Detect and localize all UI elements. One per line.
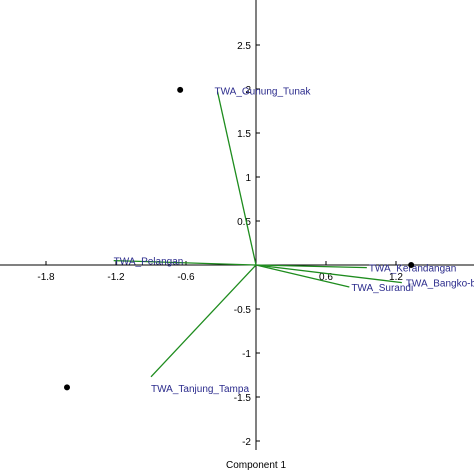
loading-vector-twa-gunung-tunak [216, 91, 257, 266]
loading-label-twa-kerandangan: TWA_Kerandangan [369, 264, 456, 275]
loading-label-twa-pelangan: TWA_Pelangan [114, 257, 184, 268]
loading-vector-twa-bangko-bangko [255, 264, 402, 284]
y-tick-label: -1.5 [234, 393, 252, 404]
score-points [64, 86, 415, 391]
y-tick-label: 1 [245, 173, 251, 184]
tick-group: -1.8 -1.2 -0.6 0.6 1.2 2.5 2 1.5 1 0.5 -0.5 -1 -1.5 -… [37, 41, 403, 448]
x-axis-title: Component 1 [226, 460, 286, 471]
loading-label-twa-surandi: TWA_Surandi [351, 283, 413, 294]
x-tick-label: -1.8 [37, 272, 55, 283]
x-tick-label: 1.2 [389, 272, 403, 283]
loading-vector-twa-pelangan [113, 259, 257, 266]
x-tick-label: 0.6 [319, 272, 333, 283]
loading-label-twa-bangko-bangko: TWA_Bangko-bangko [406, 279, 474, 290]
x-tick-label: -1.2 [107, 272, 125, 283]
loading-label-twa-gunung-tunak: TWA_Gunung_Tunak [215, 87, 312, 98]
y-tick-label: 2 [245, 85, 251, 96]
score-point [64, 384, 70, 391]
y-tick-label: -2 [242, 437, 251, 448]
y-tick-label: -1 [242, 349, 251, 360]
loading-vectors: TWA_Gunung_Tunak TWA_Pelangan TWA_Kerandan… [113, 87, 474, 395]
score-point [408, 262, 415, 268]
x-tick-label: -0.6 [177, 272, 195, 283]
loading-vector-twa-surandi [255, 264, 350, 288]
score-point [177, 86, 184, 93]
loading-vector-twa-kerandangan [255, 264, 367, 269]
loading-label-twa-tanjung-tampa: TWA_Tanjung_Tampa [151, 384, 249, 395]
y-tick-label: 0.5 [237, 217, 251, 228]
loading-vector-twa-tanjung-tampa [150, 264, 257, 378]
y-tick-label: -0.5 [234, 305, 252, 316]
y-tick-label: 2.5 [237, 41, 251, 52]
y-tick-label: 1.5 [237, 129, 251, 140]
